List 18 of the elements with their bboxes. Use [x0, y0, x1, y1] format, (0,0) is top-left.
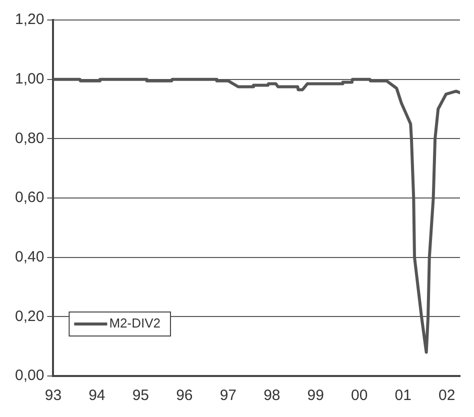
x-tick-label: 96 [176, 387, 193, 404]
x-tick-label: 97 [220, 387, 237, 404]
y-tick-label: 0,40 [14, 248, 44, 266]
legend-label: M2-DIV2 [109, 316, 160, 331]
y-tick-label: 1,00 [14, 70, 44, 88]
y-tick-label: 0,00 [14, 367, 44, 384]
y-tick-label: 0,80 [14, 130, 44, 147]
x-tick-label: 00 [351, 387, 368, 404]
y-tick-label: 0,60 [14, 189, 44, 206]
x-tick-label: 98 [264, 387, 280, 404]
x-tick-label: 99 [307, 387, 324, 404]
x-tick-label: 93 [44, 387, 62, 404]
x-tick-label: 01 [394, 387, 412, 404]
x-tick-label: 94 [88, 387, 106, 404]
x-tick-label: 95 [132, 387, 150, 404]
x-tick-label: 02 [438, 387, 456, 404]
y-tick-label: 0,20 [14, 308, 44, 325]
y-tick-label: 1,20 [14, 11, 44, 28]
